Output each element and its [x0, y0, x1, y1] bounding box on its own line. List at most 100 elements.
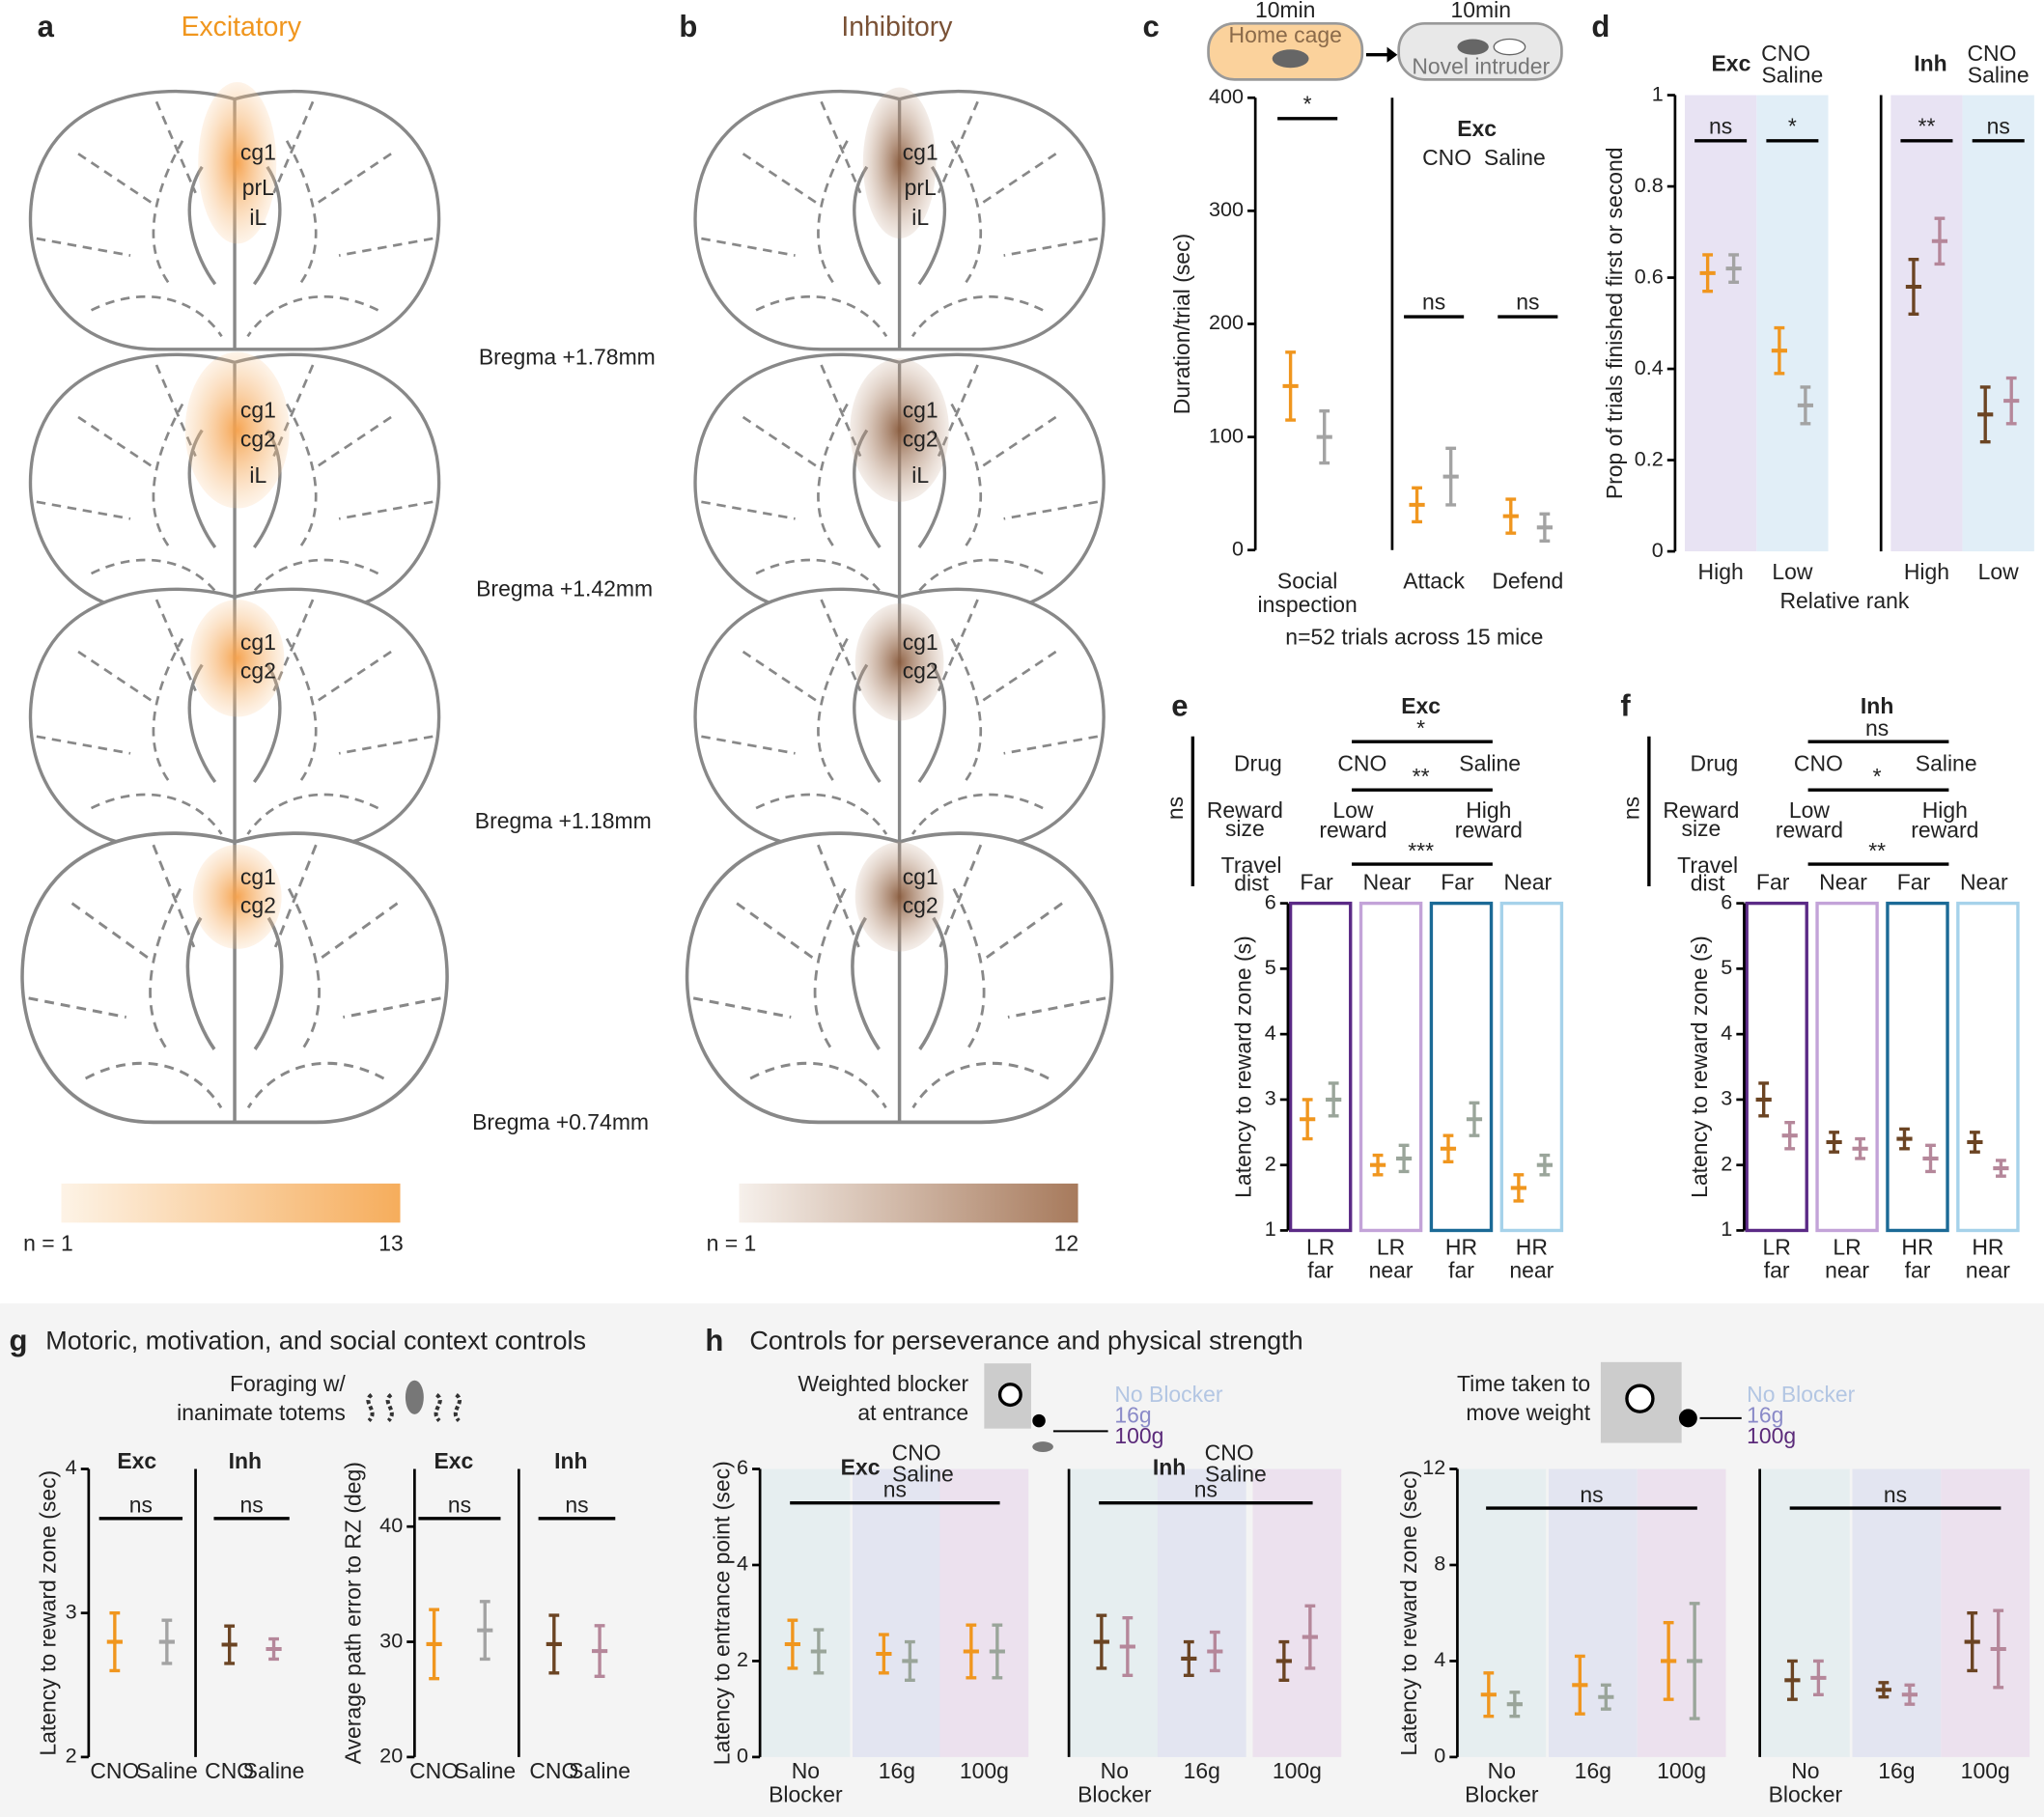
significance-label: ns [239, 1493, 263, 1518]
reward-level-line: reward [1911, 817, 1978, 842]
category-box [1886, 901, 1949, 1233]
y-tick-label: 0 [1652, 538, 1664, 562]
factor-label: Travel dist [1221, 853, 1282, 896]
x-tick-label-line: HR [1516, 1234, 1548, 1259]
category-band [1548, 1468, 1638, 1757]
legend-label: 16g [1747, 1403, 1783, 1428]
chart-title: Exc [434, 1448, 473, 1473]
panel-letter: a [38, 10, 55, 43]
x-tick-label-line: HR [1901, 1234, 1933, 1259]
legend-label: Saline [1968, 63, 2030, 88]
x-tick-label-line: Blocker [769, 1781, 843, 1806]
significance-label: ns [448, 1493, 471, 1518]
distance-level: Near [1960, 869, 2008, 894]
region-label: cg2 [240, 426, 276, 451]
x-tick-label-line: LR [1763, 1234, 1791, 1259]
reward-level-line: reward [1455, 817, 1523, 842]
effect-label: *** [1408, 838, 1434, 863]
weight-icon [1032, 1413, 1046, 1428]
x-tick-label-line: LR [1833, 1234, 1861, 1259]
effect-label: * [1416, 715, 1425, 741]
reward-level: High reward [1911, 797, 1978, 842]
x-tick-label-line: near [1966, 1258, 2010, 1283]
legend-label: Saline [1484, 145, 1546, 170]
y-tick-label: 8 [1434, 1551, 1445, 1576]
region-label: cg2 [903, 893, 938, 918]
x-tick-label-line: LR [1377, 1234, 1405, 1259]
drug-level: CNO [1794, 751, 1843, 776]
distance-level: Far [1300, 869, 1333, 894]
significance-label: ns [1987, 113, 2010, 138]
heatmap [198, 82, 277, 244]
interaction-label: ns [1162, 797, 1188, 820]
panel-letter: f [1620, 688, 1631, 722]
y-tick-label: 4 [737, 1551, 748, 1576]
x-tick-label-line: far [1307, 1258, 1333, 1283]
panel-letter: b [679, 10, 697, 43]
blocker-icon [997, 1383, 1022, 1408]
drug-level: Saline [1916, 751, 1977, 776]
timeline-duration: 10min [1255, 0, 1315, 22]
factor-label-line: Travel [1221, 853, 1282, 878]
y-tick-label: 200 [1209, 310, 1244, 334]
x-tick-label-line: far [1448, 1258, 1474, 1283]
y-tick-label: 2 [737, 1647, 748, 1671]
legend-label: CNO [1205, 1440, 1254, 1466]
chart-title: Exc [1401, 693, 1441, 718]
x-tick-label: 16g [1184, 1758, 1220, 1783]
category-box [1288, 901, 1353, 1233]
bregma-label: Bregma +1.18mm [475, 808, 652, 833]
chart-title: Inh [1861, 693, 1893, 718]
colorbar [61, 1183, 401, 1223]
y-axis-label: Duration/trial (sec) [1169, 234, 1194, 414]
x-tick-label: Defend [1492, 569, 1563, 594]
x-tick-label: 100g [1273, 1758, 1322, 1783]
y-tick-label: 4 [1434, 1647, 1445, 1671]
x-tick-label-line: near [1369, 1258, 1414, 1283]
factor-label-line: Reward [1663, 797, 1739, 823]
y-tick-label: 0.8 [1635, 173, 1664, 197]
x-tick-label: LR far [1306, 1234, 1334, 1282]
category-band [1890, 95, 1963, 552]
totem-icon [366, 1392, 462, 1423]
y-tick-label: 6 [1265, 889, 1276, 913]
region-label: cg2 [240, 893, 276, 918]
x-tick-label: No Blocker [769, 1758, 843, 1806]
region-label: cg1 [240, 629, 276, 655]
category-box [1956, 901, 2020, 1233]
factor-label-line: Drug [1234, 751, 1282, 776]
factor-label-line: dist [1234, 871, 1269, 896]
mouse-icon [1493, 38, 1526, 56]
category-box [1745, 901, 1808, 1233]
heatmap [850, 358, 949, 502]
x-tick-label: No Blocker [1769, 1758, 1843, 1806]
region-label: cg1 [903, 398, 938, 423]
reward-level-line: High [1466, 797, 1511, 823]
x-tick-label-line: LR [1306, 1234, 1334, 1259]
panel-title: Controls for perseverance and physical s… [749, 1327, 1302, 1356]
category-box [1429, 901, 1494, 1233]
panel-title: Motoric, motivation, and social context … [45, 1327, 586, 1356]
x-tick-label-line: Blocker [1769, 1781, 1843, 1806]
x-tick-label: 16g [1878, 1758, 1915, 1783]
y-tick-label: 6 [1721, 889, 1732, 913]
y-tick-label: 300 [1209, 197, 1244, 221]
region-label: cg2 [903, 426, 938, 451]
y-tick-label: 2 [66, 1744, 77, 1768]
heatmap [854, 842, 944, 952]
task-label: inanimate totems [177, 1400, 346, 1425]
y-tick-label: 4 [1721, 1020, 1732, 1045]
factor-label: Travel dist [1677, 853, 1738, 896]
significance-label: ns [565, 1493, 588, 1518]
category-band [1070, 1468, 1160, 1757]
x-tick-label: LR near [1825, 1234, 1869, 1282]
x-tick-label-line: No [1488, 1758, 1516, 1783]
legend-label: 16g [1114, 1403, 1151, 1428]
x-tick-label: Attack [1403, 569, 1465, 594]
region-label: iL [249, 462, 266, 488]
y-tick-label: 2 [1721, 1151, 1732, 1175]
y-tick-label: 0 [1434, 1744, 1445, 1768]
mouse-icon [405, 1380, 424, 1414]
x-tick-label: LR near [1369, 1234, 1414, 1282]
